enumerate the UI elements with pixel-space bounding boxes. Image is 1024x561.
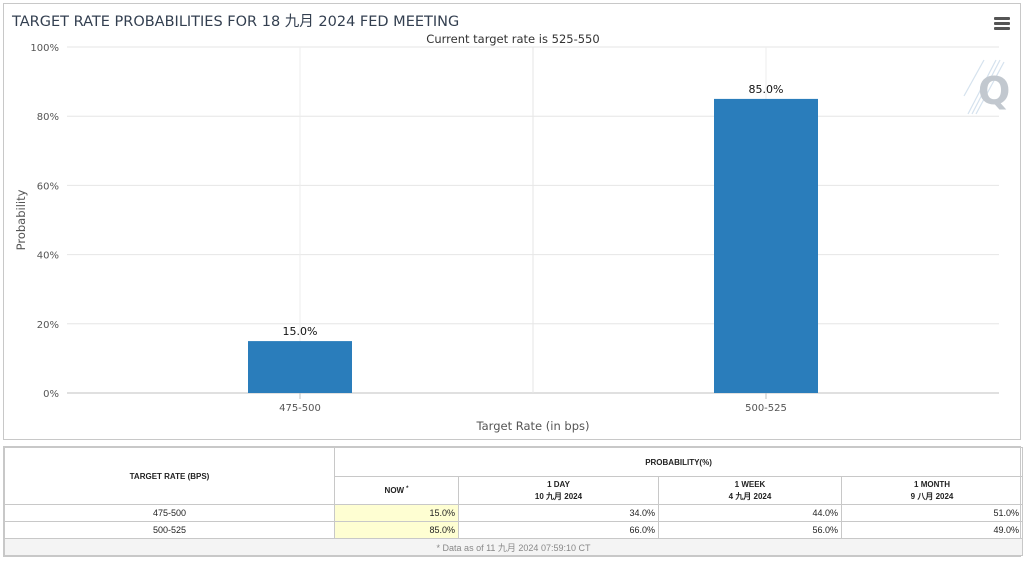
chart-title: TARGET RATE PROBABILITIES FOR 18 九月 2024… (12, 14, 460, 30)
col-1week-header: 1 WEEK 4 九月 2024 (658, 476, 842, 505)
probability-header: PROBABILITY(%) (333, 447, 1024, 477)
col-1day-header: 1 DAY 10 九月 2024 (458, 476, 659, 505)
week-cell: 56.0% (658, 521, 842, 539)
month-cell: 49.0% (840, 521, 1024, 539)
col-now-header: NOW * (334, 476, 459, 505)
table-row: 475-500 15.0% 34.0% 44.0% 51.0% (4, 504, 1024, 522)
svg-text:Q: Q (978, 69, 1010, 113)
rate-cell: 475-500 (4, 504, 335, 522)
now-cell: 15.0% (334, 504, 459, 522)
quikstrike-q-logo-icon: Q (963, 59, 1010, 115)
rate-cell: 500-525 (4, 521, 335, 539)
bar (714, 98, 818, 394)
y-tick-label: 80% (37, 112, 59, 123)
x-axis-label: Target Rate (in bps) (476, 419, 590, 433)
y-tick-label: 100% (30, 43, 59, 54)
week-cell: 44.0% (658, 504, 842, 522)
col-1month-header: 1 MONTH 9 八月 2024 (840, 476, 1024, 505)
y-tick-label: 40% (37, 251, 59, 262)
x-tick-label: 500-525 (745, 403, 787, 414)
y-axis-label: Probability (14, 189, 28, 250)
chart-panel: TARGET RATE PROBABILITIES FOR 18 九月 2024… (3, 3, 1021, 440)
data-label: 85.0% (749, 83, 784, 96)
hamburger-menu-icon (994, 17, 1010, 20)
y-tick-label: 60% (37, 181, 59, 192)
probability-table-panel: TARGET RATE (BPS) PROBABILITY(%) NOW * 1 … (3, 446, 1024, 557)
x-tick-label: 475-500 (279, 403, 321, 414)
chart-menu-button[interactable] (994, 17, 1010, 31)
day-cell: 66.0% (458, 521, 659, 539)
target-rate-header: TARGET RATE (BPS) (4, 447, 335, 505)
bar-chart: 0% 20% 40% 60% 80% 100% 15.0% 475-500 85.0% 500-5… (14, 43, 999, 433)
y-tick-label: 0% (43, 389, 59, 400)
y-tick-label: 20% (37, 320, 59, 331)
data-timestamp-note: * Data as of 11 九月 2024 07:59:10 CT (3, 538, 1024, 556)
month-cell: 51.0% (840, 504, 1024, 522)
bar (248, 341, 352, 393)
chart-subtitle: Current target rate is 525-550 (426, 32, 600, 46)
data-label: 15.0% (283, 325, 318, 338)
day-cell: 34.0% (458, 504, 659, 522)
now-cell: 85.0% (334, 521, 459, 539)
probability-table: TARGET RATE (BPS) PROBABILITY(%) NOW * 1 … (3, 447, 1024, 556)
table-row: 500-525 85.0% 66.0% 56.0% 49.0% (4, 521, 1024, 539)
